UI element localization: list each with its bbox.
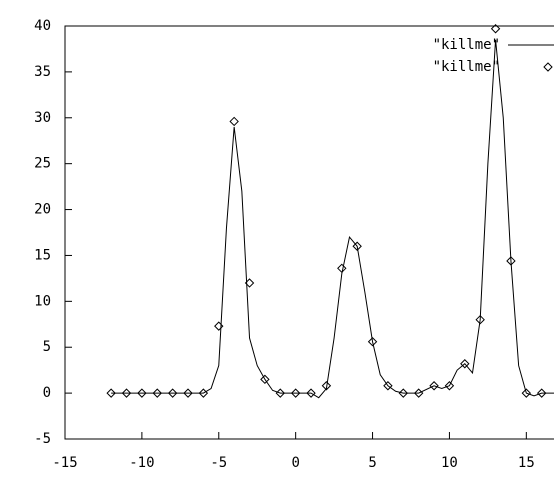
x-tick-label: 0: [291, 455, 299, 471]
y-tick-label: -5: [34, 431, 51, 447]
data-point: [444, 381, 455, 391]
y-tick-label: 25: [34, 156, 51, 172]
x-tick-label: 5: [368, 455, 376, 471]
plot-frame: [64, 25, 554, 440]
data-point: [521, 388, 532, 398]
legend-label: "killme": [433, 37, 500, 53]
data-point: [367, 337, 378, 347]
y-tick-label: 35: [34, 64, 51, 80]
data-line: [111, 39, 554, 399]
data-point: [475, 314, 485, 325]
data-point: [306, 388, 316, 398]
data-point: [398, 388, 409, 398]
data-point: [460, 359, 470, 369]
x-tick-label: 10: [441, 455, 458, 471]
y-tick-label: 10: [34, 293, 51, 309]
x-tick-label: -15: [52, 455, 77, 471]
data-point: [121, 388, 132, 398]
data-point: [321, 381, 332, 391]
data-point: [229, 116, 239, 127]
data-point: [506, 256, 516, 266]
y-tick-label: 20: [34, 202, 51, 218]
x-tick-label: -10: [129, 455, 154, 471]
data-point: [275, 388, 285, 398]
data-point: [244, 278, 255, 288]
data-point: [152, 388, 162, 398]
data-point: [290, 388, 301, 398]
x-tick-label: -5: [210, 455, 227, 471]
data-point: [106, 388, 116, 398]
data-point: [198, 388, 209, 398]
data-point: [429, 381, 439, 391]
y-tick-label: 40: [34, 18, 51, 34]
data-point: [383, 381, 393, 391]
data-point: [183, 388, 193, 398]
data-point: [167, 388, 178, 398]
y-tick-label: 0: [43, 385, 51, 401]
y-tick-label: 15: [34, 247, 51, 263]
data-point: [214, 321, 224, 331]
legend-marker: [543, 62, 553, 72]
data-point: [536, 388, 547, 398]
data-point: [490, 24, 501, 34]
legend-label: "killme": [433, 59, 500, 75]
data-point: [413, 388, 424, 398]
data-point: [352, 241, 362, 251]
data-point: [337, 263, 347, 274]
data-point: [260, 374, 270, 385]
data-point: [137, 388, 147, 398]
y-tick-label: 30: [34, 110, 51, 126]
x-tick-label: 15: [518, 455, 535, 471]
y-tick-label: 5: [43, 339, 51, 355]
